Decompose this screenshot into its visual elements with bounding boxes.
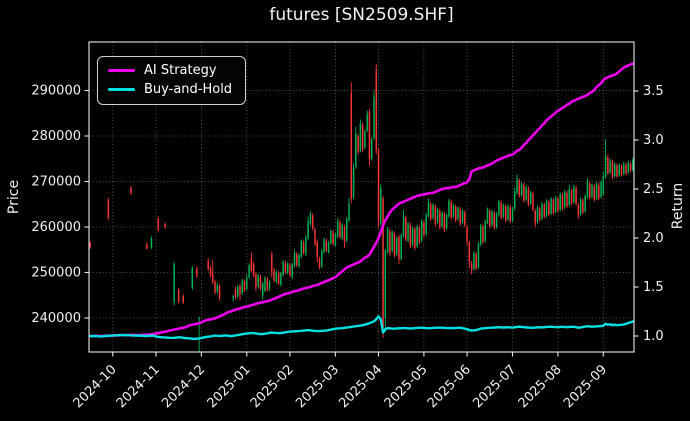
svg-text:2.0: 2.0 (643, 231, 664, 246)
svg-text:2025-06: 2025-06 (425, 362, 474, 411)
svg-text:2025-08: 2025-08 (516, 362, 565, 411)
buy-and-hold-line (88, 315, 635, 341)
svg-text:1.0: 1.0 (643, 329, 664, 344)
buy-and-hold-line-swatch (108, 87, 135, 92)
plot-border (88, 41, 635, 353)
legend-label-buy-and-hold: Buy-and-Hold (144, 82, 233, 97)
svg-text:2024-10: 2024-10 (71, 362, 120, 411)
chart-title: futures [SN2509.SHF] (269, 5, 454, 25)
svg-text:2025-09: 2025-09 (561, 362, 610, 411)
date-axis-ticks: 2024-102024-112024-122025-012025-022025-… (71, 352, 610, 411)
ai-strategy-line-swatch (108, 68, 135, 73)
ai-strategy-line (88, 62, 635, 338)
legend: AI Strategy Buy-and-Hold (97, 56, 247, 105)
svg-text:2025-02: 2025-02 (248, 362, 297, 411)
svg-text:240000: 240000 (31, 311, 81, 326)
svg-text:3.0: 3.0 (643, 133, 664, 148)
svg-text:2.5: 2.5 (643, 182, 664, 197)
price-axis-ticks: 240000 250000 260000 270000 280000 290000 (31, 84, 89, 326)
svg-text:1.5: 1.5 (643, 280, 664, 295)
svg-text:2024-11: 2024-11 (114, 362, 163, 411)
svg-text:280000: 280000 (31, 129, 81, 144)
svg-text:290000: 290000 (31, 84, 81, 99)
svg-text:250000: 250000 (31, 266, 81, 281)
svg-text:2025-03: 2025-03 (293, 362, 342, 411)
svg-text:2025-07: 2025-07 (470, 362, 519, 411)
legend-label-ai-strategy: AI Strategy (144, 63, 217, 78)
svg-text:2024-12: 2024-12 (159, 362, 208, 411)
svg-text:2025-05: 2025-05 (382, 362, 431, 411)
svg-text:3.5: 3.5 (643, 84, 664, 99)
candles-layer (89, 64, 634, 352)
legend-item-buy-and-hold: Buy-and-Hold (108, 82, 232, 97)
svg-text:2025-01: 2025-01 (205, 362, 254, 411)
svg-text:270000: 270000 (31, 175, 81, 190)
return-axis-ticks: 1.0 1.5 2.0 2.5 3.0 3.5 (634, 84, 664, 344)
svg-text:2025-04: 2025-04 (336, 362, 385, 411)
svg-text:260000: 260000 (31, 220, 81, 235)
legend-item-ai-strategy: AI Strategy (108, 63, 232, 78)
